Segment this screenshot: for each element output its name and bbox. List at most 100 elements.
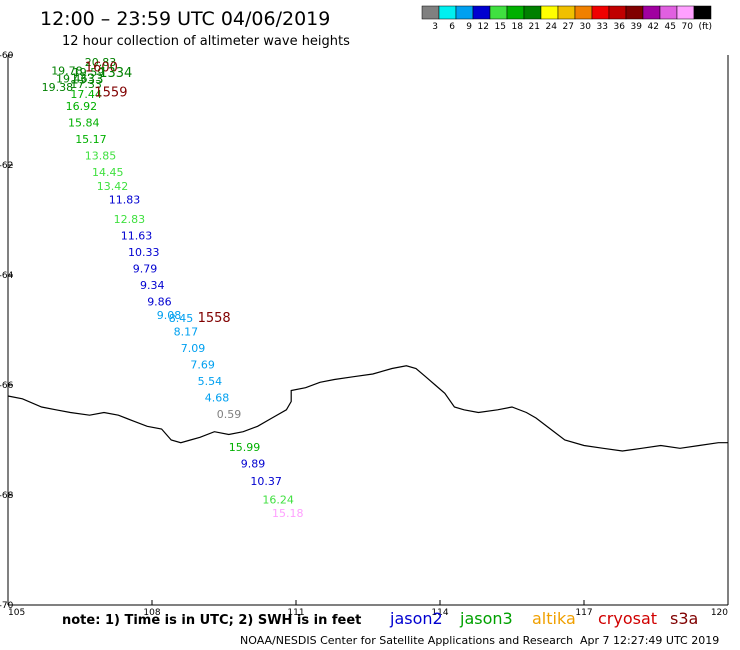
lat-tick-label: -64	[0, 271, 14, 281]
legend-swatch	[523, 5, 542, 20]
pass-number-label: 1558	[198, 311, 231, 326]
wave-height-label: 15.18	[272, 507, 304, 520]
wave-height-label: 0.59	[217, 408, 242, 421]
legend-swatch	[557, 5, 576, 20]
wave-height-label: 10.33	[128, 246, 160, 259]
mission-label-jason3: jason3	[459, 609, 513, 628]
wave-height-label: 5.54	[198, 375, 223, 388]
lon-tick-label: 120	[711, 608, 728, 618]
wave-height-observations: 20.8319.7819.5919.4617.3319.3817.4416.92…	[42, 56, 304, 520]
lat-tick-label: -62	[0, 161, 13, 171]
lon-tick-label: 111	[287, 608, 304, 618]
wave-height-label: 9.34	[140, 279, 165, 292]
legend-label: 45	[665, 22, 676, 32]
lat-tick-label: -68	[0, 491, 14, 501]
wave-height-label: 17.44	[70, 88, 102, 101]
wave-height-label: 15.84	[68, 117, 100, 130]
wave-height-label: 14.45	[92, 166, 124, 179]
wave-height-label: 16.92	[66, 100, 98, 113]
coastline	[7, 365, 728, 452]
color-legend: 3 6 9 12 15 18 21 24 27 30 33 36 39 42 45 70 (ft)	[421, 5, 712, 32]
wave-height-label: 13.85	[85, 150, 117, 163]
legend-label: 36	[614, 22, 626, 32]
legend-swatch	[438, 5, 457, 20]
legend-swatch	[455, 5, 474, 20]
legend-unit: (ft)	[698, 22, 712, 32]
footer-timestamp: Apr 7 12:27:49 UTC 2019	[580, 634, 719, 647]
legend-swatch	[574, 5, 593, 20]
legend-label: 70	[682, 22, 694, 32]
lat-tick-label: -66	[0, 381, 14, 391]
axis-ticks: 105 108 111 114 117 120 -60 -62 -64 -66 -68 -70	[0, 51, 729, 618]
mission-label-jason2: jason2	[389, 609, 443, 628]
wave-height-label: 19.46	[56, 73, 88, 86]
wave-height-label: 8.17	[174, 326, 199, 339]
wave-height-label: 9.86	[147, 295, 172, 308]
lat-tick-label: -70	[0, 601, 14, 611]
legend-swatch	[693, 5, 712, 20]
legend-swatch	[540, 5, 559, 20]
legend-label: 15	[495, 22, 506, 32]
footer-credit: NOAA/NESDIS Center for Satellite Applica…	[240, 634, 573, 647]
legend-label: 9	[466, 22, 472, 32]
legend-swatch	[489, 5, 508, 20]
wave-height-label: 12.83	[114, 213, 146, 226]
wave-height-label: 9.79	[133, 262, 158, 275]
mission-label-s3a: s3a	[670, 609, 698, 628]
mission-legend: jason2 jason3 altika cryosat s3a	[389, 609, 698, 628]
legend-label: 6	[449, 22, 455, 32]
legend-label: 30	[580, 22, 592, 32]
lon-tick-label: 105	[8, 608, 25, 618]
wave-height-label: 17.33	[70, 78, 102, 91]
wave-height-label: 11.63	[121, 229, 153, 242]
legend-label: 39	[631, 22, 643, 32]
wave-height-label: 15.99	[229, 441, 260, 454]
wave-height-label: 4.68	[205, 392, 230, 405]
legend-swatch	[608, 5, 627, 20]
legend-label: 33	[597, 22, 608, 32]
legend-label: 42	[648, 22, 659, 32]
lon-tick-label: 117	[575, 608, 592, 618]
wave-height-label: 19.78	[51, 64, 82, 77]
wave-height-label: 13.42	[97, 180, 129, 193]
mission-label-cryosat: cryosat	[598, 609, 657, 628]
wave-height-label: 15.17	[75, 133, 107, 146]
legend-swatch	[659, 5, 678, 20]
lat-tick-label: -60	[0, 51, 14, 61]
legend-swatch	[472, 5, 491, 20]
legend-label: 27	[563, 22, 574, 32]
lon-tick-label: 114	[431, 608, 448, 618]
legend-label: 3	[432, 22, 438, 32]
wave-height-label: 8.45	[169, 312, 194, 325]
page-subtitle: 12 hour collection of altimeter wave hei…	[62, 34, 350, 49]
legend-swatch	[676, 5, 695, 20]
page-title: 12:00 – 23:59 UTC 04/06/2019	[40, 8, 330, 30]
pass-number-label: 1559	[94, 85, 127, 100]
lon-tick-label: 108	[143, 608, 160, 618]
legend-swatch	[421, 5, 440, 20]
legend-label: 12	[478, 22, 489, 32]
legend-swatch	[642, 5, 661, 20]
wave-height-label: 19.59	[73, 66, 105, 79]
legend-swatch	[591, 5, 610, 20]
pass-number-label: 1334	[99, 66, 132, 81]
legend-label: 24	[546, 22, 558, 32]
legend-swatch	[625, 5, 644, 20]
wave-height-label: 7.69	[190, 359, 215, 372]
legend-label: 18	[512, 22, 524, 32]
map-frame	[7, 55, 729, 606]
wave-height-label: 11.83	[109, 194, 141, 207]
wave-height-label: 7.09	[181, 342, 206, 355]
pass-number-label: 1333	[70, 73, 103, 88]
wave-height-label: 10.37	[250, 475, 282, 488]
wave-height-label: 9.89	[241, 458, 265, 471]
footer-note: note: 1) Time is in UTC; 2) SWH is in fe…	[62, 613, 361, 628]
wave-height-label: 16.24	[262, 493, 294, 506]
legend-swatch	[506, 5, 525, 20]
wave-height-label: 19.38	[42, 81, 74, 94]
wave-height-label: 9.08	[157, 309, 182, 322]
wave-height-label: 20.83	[85, 56, 117, 69]
